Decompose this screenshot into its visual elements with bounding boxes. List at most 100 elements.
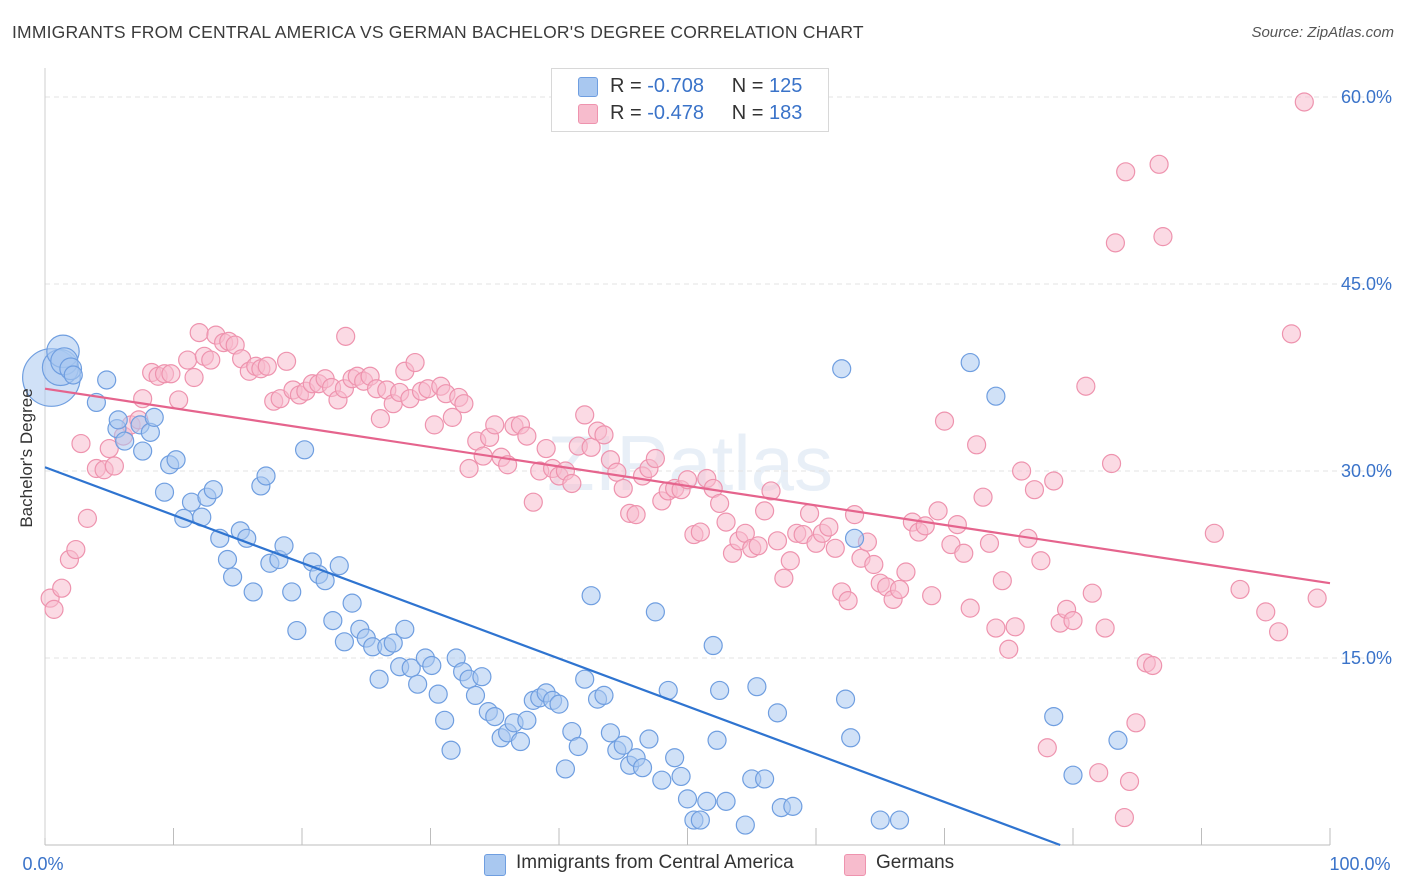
central-america-point xyxy=(707,730,727,750)
germans-point xyxy=(1294,92,1314,112)
germans-point xyxy=(405,352,425,373)
germans-point xyxy=(1105,233,1126,253)
central-america-point xyxy=(144,407,164,427)
central-america-point xyxy=(960,352,980,373)
germans-point xyxy=(424,415,444,435)
central-america-point xyxy=(832,359,852,379)
r-value-central-america: -0.708 xyxy=(647,75,704,97)
x-tick-label: 100.0% xyxy=(1329,854,1390,874)
germans-point xyxy=(626,505,646,525)
central-america-point xyxy=(63,365,83,385)
germans-point xyxy=(1101,453,1122,474)
central-america-point xyxy=(1108,730,1128,750)
germans-point xyxy=(1024,480,1045,500)
germans-point xyxy=(1116,162,1136,182)
central-america-point xyxy=(613,735,633,755)
central-america-point xyxy=(639,729,659,749)
germans-point xyxy=(161,364,181,384)
central-america-point xyxy=(677,789,698,809)
central-america-point xyxy=(594,685,614,706)
germans-point xyxy=(986,618,1006,638)
central-america-point xyxy=(844,528,865,548)
central-america-point xyxy=(287,620,307,641)
germans-point xyxy=(276,351,297,371)
germans-point xyxy=(973,487,993,507)
germans-point xyxy=(1256,602,1276,622)
trendlines xyxy=(44,387,1331,847)
germans-point xyxy=(336,326,356,346)
germans-point xyxy=(767,531,788,551)
central-america-trendline xyxy=(44,466,1061,847)
germans-point xyxy=(1011,461,1032,481)
y-axis-label: Bachelor's Degree xyxy=(17,388,36,527)
n-label: N = xyxy=(731,102,764,124)
central-america-point xyxy=(115,431,135,451)
central-america-point xyxy=(217,549,238,570)
germans-point xyxy=(928,501,948,521)
central-america-point xyxy=(841,728,861,748)
germans-point xyxy=(581,437,601,457)
central-america-point xyxy=(690,810,710,830)
central-america-point xyxy=(383,633,403,653)
germans-point xyxy=(748,536,768,556)
germans-point xyxy=(607,462,627,482)
germans-point xyxy=(922,586,942,606)
germans-point xyxy=(716,512,736,532)
central-america-point xyxy=(472,667,492,687)
germans-point xyxy=(454,394,474,414)
central-america-point xyxy=(581,586,601,606)
central-america-point xyxy=(401,658,421,678)
germans-point xyxy=(189,323,209,343)
central-america-point xyxy=(243,582,263,602)
germans-point xyxy=(1126,713,1146,733)
germans-point xyxy=(774,568,794,588)
germans-point xyxy=(77,508,98,528)
germans-point xyxy=(66,539,86,560)
y-tick-label: 60.0% xyxy=(1341,87,1392,107)
germans-point xyxy=(1153,227,1173,247)
germans-point xyxy=(1076,376,1096,396)
germans-point xyxy=(1095,618,1115,638)
germans-point xyxy=(1031,551,1051,571)
central-america-point xyxy=(329,556,349,576)
germans-point xyxy=(960,598,980,618)
n-value-germans: 183 xyxy=(769,102,803,124)
legend-label-central-america: Immigrants from Central America xyxy=(516,852,794,873)
central-america-point xyxy=(710,680,730,701)
central-america-point xyxy=(697,791,717,811)
central-america-point xyxy=(154,482,175,502)
germans-point xyxy=(844,505,865,525)
central-america-point xyxy=(632,758,653,778)
germans-point xyxy=(1119,771,1140,792)
germans-point xyxy=(1063,610,1083,631)
germans-point xyxy=(819,517,839,537)
central-america-point xyxy=(510,731,531,752)
germans-point xyxy=(562,473,582,494)
germans-point xyxy=(1230,579,1250,600)
germans-point xyxy=(257,356,277,376)
central-america-point xyxy=(703,635,723,656)
central-america-point xyxy=(203,480,223,500)
correlation-legend: R = -0.708 N = 125 R = -0.478 N = 183 xyxy=(551,68,829,132)
central-america-point xyxy=(671,766,691,787)
central-america-point xyxy=(422,655,442,676)
germans-point xyxy=(201,350,221,370)
germans-point xyxy=(1268,622,1289,642)
central-america-point xyxy=(485,706,505,727)
blue-swatch xyxy=(484,854,506,876)
germans-point xyxy=(967,435,987,455)
central-america-point xyxy=(342,593,362,613)
germans-point xyxy=(1044,471,1064,491)
r-label: R = xyxy=(610,75,642,97)
x-tick-label: 0.0% xyxy=(22,854,63,874)
germans-point xyxy=(915,516,935,536)
central-america-point xyxy=(323,610,343,631)
germans-point xyxy=(1307,588,1327,608)
germans-point xyxy=(485,415,505,435)
central-america-point xyxy=(428,684,448,704)
central-america-point xyxy=(223,567,243,587)
germans-point xyxy=(1082,583,1102,603)
central-america-point xyxy=(334,632,355,652)
germans-trendline xyxy=(44,387,1331,585)
